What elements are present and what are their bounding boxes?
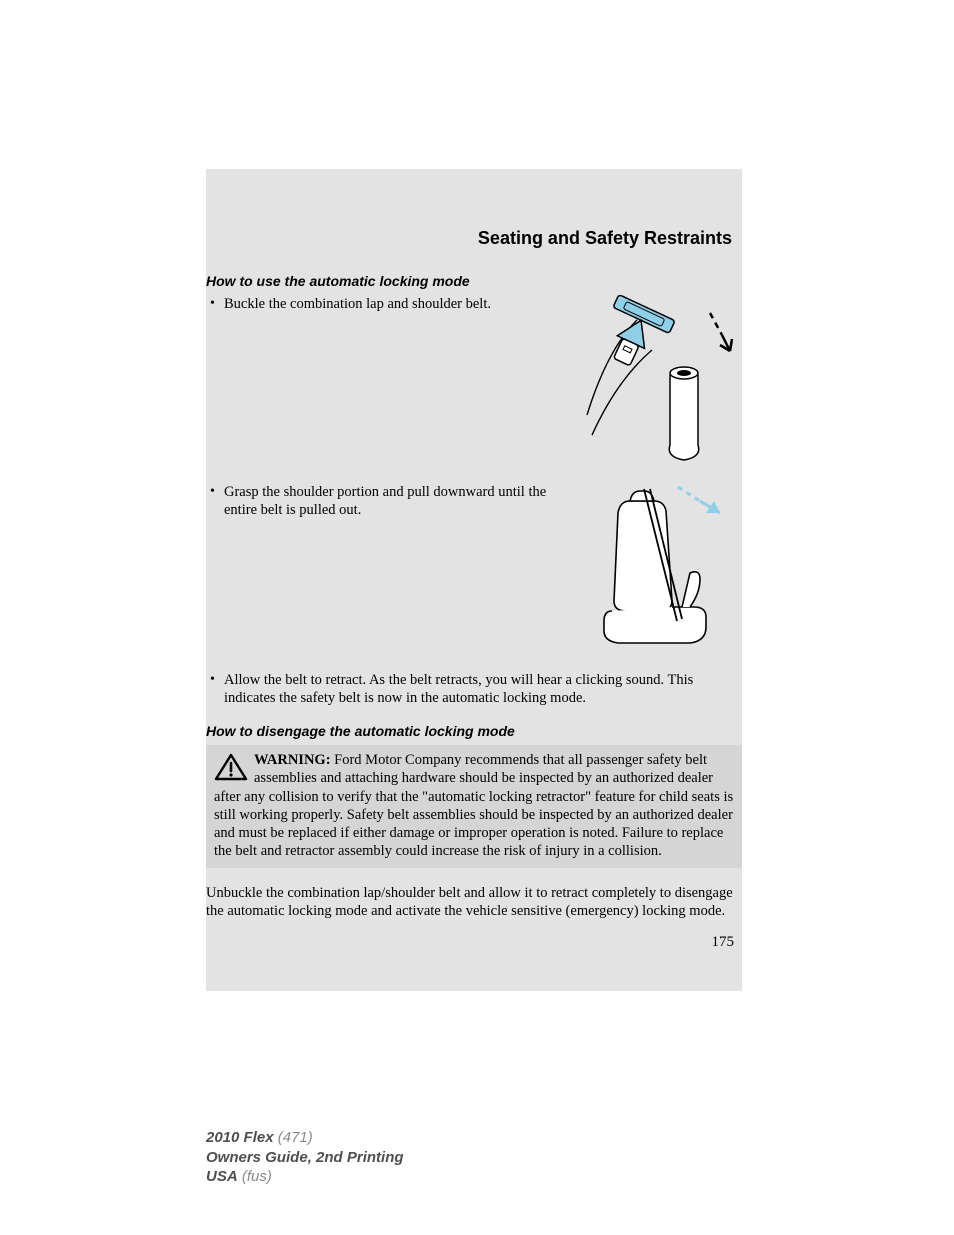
disengage-body: Unbuckle the combination lap/shoulder be… xyxy=(206,884,742,920)
seat-illustration xyxy=(582,483,742,653)
step-row-2: Grasp the shoulder portion and pull down… xyxy=(206,483,742,653)
warning-box: WARNING: Ford Motor Company recommends t… xyxy=(206,745,742,868)
footer-region: USA xyxy=(206,1168,238,1185)
section-heading-use: How to use the automatic locking mode xyxy=(206,273,742,289)
page-content: Seating and Safety Restraints How to use… xyxy=(206,228,742,951)
footer-guide: Owners Guide, 2nd Printing xyxy=(206,1148,404,1168)
footer: 2010 Flex (471) Owners Guide, 2nd Printi… xyxy=(206,1128,404,1187)
warning-icon xyxy=(214,753,248,786)
footer-region-code: (fus) xyxy=(238,1168,272,1185)
bullet-retract: Allow the belt to retract. As the belt r… xyxy=(206,671,742,707)
page-number: 175 xyxy=(206,934,742,951)
bullet-grasp: Grasp the shoulder portion and pull down… xyxy=(206,483,570,519)
chapter-title: Seating and Safety Restraints xyxy=(206,228,742,249)
buckle-illustration xyxy=(582,295,742,465)
step-row-1: Buckle the combination lap and shoulder … xyxy=(206,295,742,465)
footer-model-code: (471) xyxy=(274,1129,313,1146)
footer-model: 2010 Flex xyxy=(206,1129,274,1146)
section-heading-disengage: How to disengage the automatic locking m… xyxy=(206,723,742,739)
warning-label: WARNING: xyxy=(254,752,331,768)
bullet-buckle: Buckle the combination lap and shoulder … xyxy=(206,295,570,313)
